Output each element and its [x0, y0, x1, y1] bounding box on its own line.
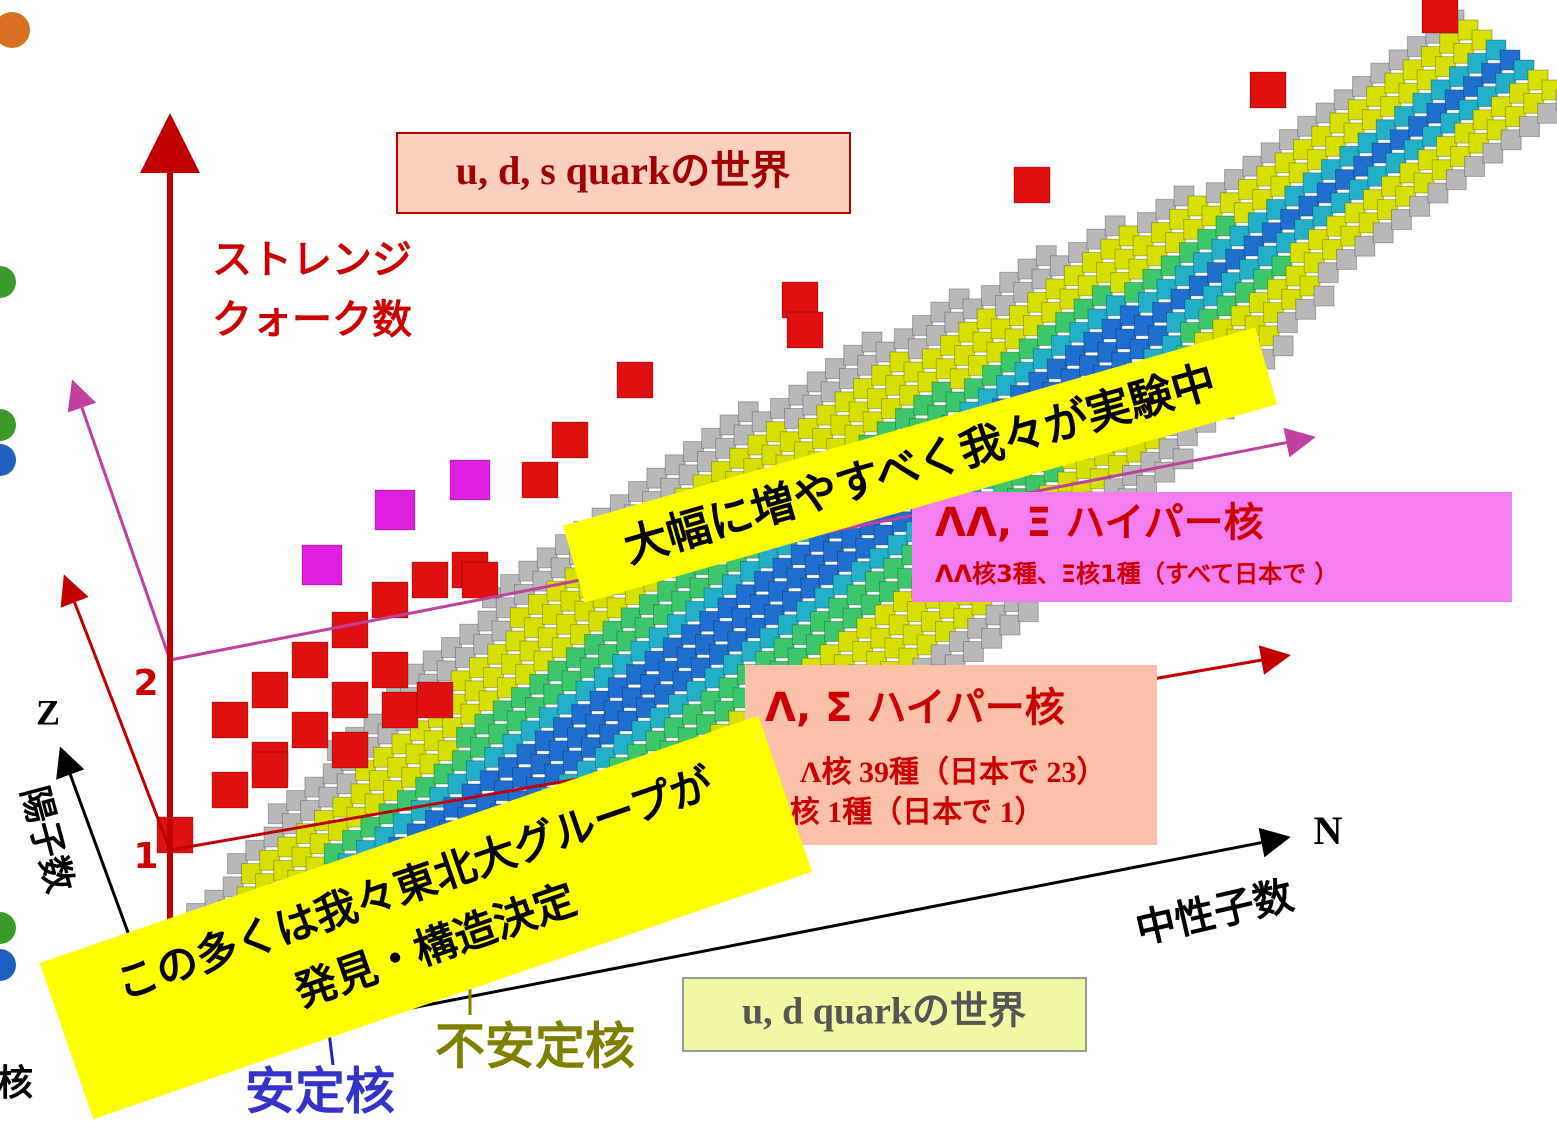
- nucleus-cube: [411, 561, 449, 599]
- strange-tick: 2: [133, 663, 158, 704]
- unstable-label: 不安定核: [435, 1018, 635, 1076]
- experiment-banner-box: [562, 327, 1278, 603]
- world-sd: u, d, s quarkの世界: [456, 148, 791, 193]
- nucleus-cube: [521, 461, 559, 499]
- double-hyper-box: [912, 492, 1512, 602]
- nucleus-cube: [1464, 155, 1486, 177]
- nucleus-cube: [374, 489, 416, 531]
- level2-z-line: [67, 379, 172, 661]
- nucleus-cube: [1295, 298, 1317, 320]
- nucleus-cube: [1421, 0, 1459, 34]
- nucleus-cube: [1482, 142, 1504, 164]
- edge-text: 核: [0, 1063, 33, 1104]
- nucleus-cube: [331, 681, 369, 719]
- n-symbol: N: [1314, 808, 1343, 853]
- edge-sphere: [0, 912, 16, 944]
- nucleus-cube: [251, 671, 289, 709]
- nucleus-cube: [291, 711, 329, 749]
- nucleus-cube: [1518, 116, 1540, 138]
- nucleus-cube: [616, 361, 654, 399]
- nucleus-cube: [416, 681, 454, 719]
- edge-sphere: [0, 409, 16, 441]
- nucleus-cube: [1249, 71, 1287, 109]
- nucleus-cube: [461, 561, 499, 599]
- strange-tick: 1: [133, 836, 158, 877]
- nucleus-cube: [331, 611, 369, 649]
- world-sd-box: [396, 132, 851, 214]
- nucleus-cube: [981, 627, 1003, 649]
- nucleus-cube: [1541, 79, 1557, 101]
- nucleus-cube: [211, 701, 249, 739]
- level1-z-line: [60, 574, 172, 851]
- nucleus-cube: [551, 421, 589, 459]
- world-ud: u, d quarkの世界: [742, 991, 1026, 1033]
- nucleus-cube: [449, 459, 491, 501]
- sigma-count: Σ核 1種（日本で 1）: [770, 795, 1045, 829]
- nucleus-cube: [1276, 312, 1298, 334]
- double-hyper-detail: ΛΛ核3種、Ξ核1種（すべて日本で ）: [935, 560, 1338, 588]
- nucleus-cube: [1500, 129, 1522, 151]
- single-hyper-title: Λ, Σ ハイパー核: [765, 685, 1065, 731]
- nucleus-cube: [1354, 235, 1376, 257]
- nucleus-cube: [291, 641, 329, 679]
- nucleus-cube: [962, 641, 984, 663]
- lambda-count: Λ核 39種（日本で 23）: [800, 755, 1107, 789]
- edge-sphere: [0, 266, 16, 298]
- nucleus-cube: [1172, 448, 1194, 470]
- nucleus-cube: [999, 614, 1021, 636]
- nucleus-cube: [381, 691, 419, 729]
- double-hyper-title: ΛΛ, Ξ ハイパー核: [935, 500, 1264, 546]
- nucleus-cube: [786, 311, 824, 349]
- z-symbol: Z: [36, 692, 60, 732]
- tohoku-banner-box: [39, 715, 812, 1120]
- nucleus-cube: [1409, 195, 1431, 217]
- single-hyper-box: [745, 665, 1157, 845]
- nucleus-cube: [251, 751, 289, 789]
- nucleus-cube: [1336, 248, 1358, 270]
- nucleus-cube: [1317, 262, 1339, 284]
- nucleus-cube: [1390, 209, 1412, 231]
- nucleus-cube: [1017, 601, 1039, 623]
- world-ud-box: [682, 977, 1087, 1052]
- nucleus-cube: [1537, 102, 1557, 124]
- nucleus-cube: [371, 651, 409, 689]
- n-label: 中性子数: [1131, 873, 1297, 954]
- z-label: 陽子数: [13, 782, 81, 897]
- nucleus-cube: [1313, 285, 1335, 307]
- nucleus-cube: [301, 544, 343, 586]
- strange-label: クォーク数: [212, 297, 412, 343]
- nucleus-cube: [371, 581, 409, 619]
- nucleus-cube: [1372, 222, 1394, 244]
- nucleus-cube: [211, 771, 249, 809]
- edge-sphere: [0, 12, 30, 48]
- nucleus-cube: [1445, 169, 1467, 191]
- edge-sphere: [0, 949, 16, 981]
- edge-sphere: [0, 444, 16, 476]
- stable-label: 安定核: [245, 1063, 395, 1121]
- nucleus-cube: [1013, 166, 1051, 204]
- nucleus-cube: [331, 731, 369, 769]
- strange-label: ストレンジ: [212, 237, 412, 283]
- nucleus-cube: [1272, 335, 1294, 357]
- nucleus-cube: [1427, 182, 1449, 204]
